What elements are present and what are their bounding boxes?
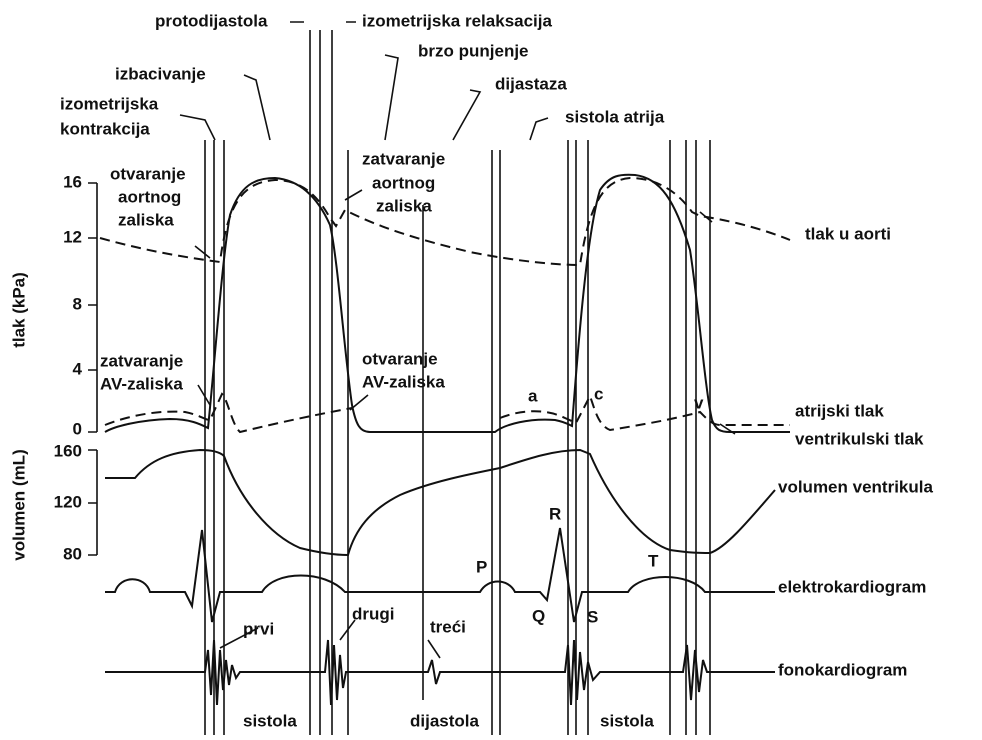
wave-label: c <box>594 384 603 403</box>
tick-label: 120 <box>54 492 82 511</box>
sound-label: prvi <box>243 619 274 638</box>
tick-label: 8 <box>73 294 82 313</box>
wave-label: P <box>476 557 487 576</box>
tick-label: 160 <box>54 441 82 460</box>
tick-label: 80 <box>63 544 82 563</box>
phase-lines <box>179 21 711 735</box>
curve-label: atrijski tlak <box>795 401 884 420</box>
event-label: aortnog <box>372 173 435 192</box>
phase-label: dijastaza <box>495 74 567 93</box>
curve-label: volumen ventrikula <box>778 477 933 496</box>
sound-label: treći <box>430 617 466 636</box>
tick-label: 12 <box>63 227 82 246</box>
tick-label: 4 <box>73 359 83 378</box>
curve-label: tlak u aorti <box>805 224 891 243</box>
axis-label: volumen (mL) <box>9 449 28 560</box>
curve-label: fonokardiogram <box>778 660 907 679</box>
phase-label: izbacivanje <box>115 64 206 83</box>
event-label: AV-zaliska <box>362 372 445 391</box>
wave-label: S <box>587 607 598 626</box>
period-label: dijastola <box>410 711 480 730</box>
sound-label: drugi <box>352 604 395 623</box>
phase-label: izometrijska <box>60 94 159 113</box>
period-label: sistola <box>243 711 297 730</box>
tick-label: 16 <box>63 172 82 191</box>
phase-label: brzo punjenje <box>418 41 529 60</box>
axes <box>88 182 98 556</box>
wave-label: Q <box>532 606 545 625</box>
axis-label: tlak (kPa) <box>9 272 28 348</box>
wave-label: R <box>549 504 561 523</box>
curves <box>99 173 791 706</box>
phase-label: sistola atrija <box>565 107 665 126</box>
event-label: aortnog <box>118 187 181 206</box>
event-label: zaliska <box>376 196 432 215</box>
curve-label: ventrikulski tlak <box>795 429 924 448</box>
wave-label: a <box>528 386 538 405</box>
labels: protodijastola izometrijska relaksacija … <box>9 11 933 730</box>
period-label: sistola <box>600 711 654 730</box>
event-label: zatvaranje <box>100 351 183 370</box>
event-label: zatvaranje <box>362 149 445 168</box>
tick-label: 0 <box>73 419 82 438</box>
wave-label: T <box>648 551 659 570</box>
phase-label: kontrakcija <box>60 119 150 138</box>
event-label: otvaranje <box>110 164 186 183</box>
event-label: otvaranje <box>362 349 438 368</box>
phase-label: izometrijska relaksacija <box>362 11 553 30</box>
event-label: zaliska <box>118 210 174 229</box>
event-label: AV-zaliska <box>100 374 183 393</box>
curve-label: elektrokardiogram <box>778 577 926 596</box>
wave-label: v <box>694 393 704 412</box>
phase-label: protodijastola <box>155 11 268 30</box>
